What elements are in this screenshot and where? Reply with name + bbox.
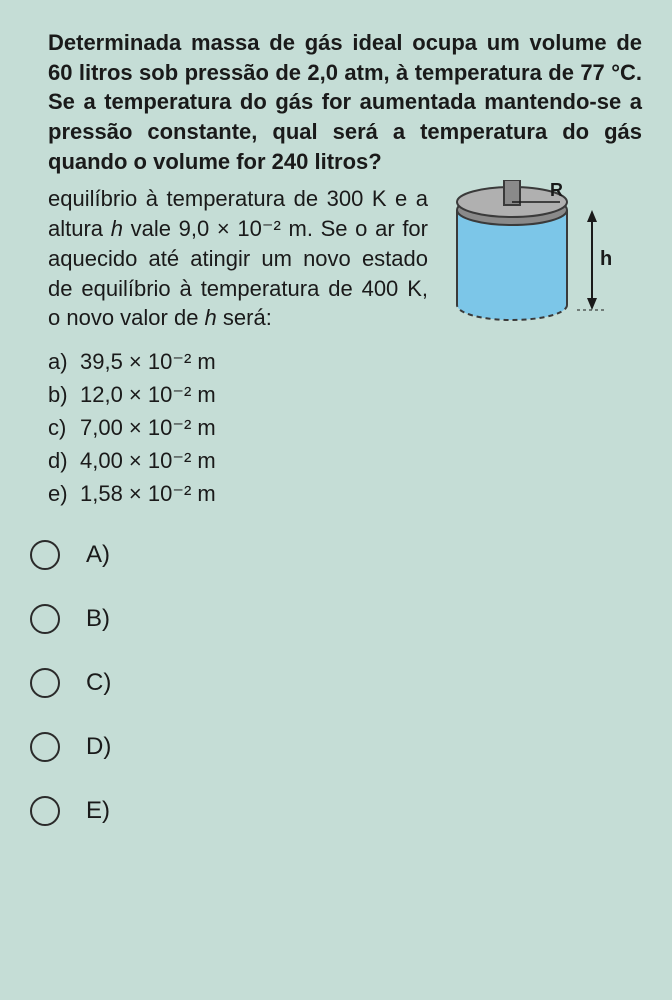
option-text: 12,0 × 10⁻² m	[80, 378, 216, 411]
option-letter: d)	[48, 444, 80, 477]
answer-label: E)	[86, 797, 110, 825]
option-letter: c)	[48, 411, 80, 444]
variable-h: h	[111, 216, 123, 241]
answer-choices: A) B) C) D) E)	[48, 540, 642, 826]
option-letter: e)	[48, 477, 80, 510]
answer-label: A)	[86, 541, 110, 569]
option-d: d) 4,00 × 10⁻² m	[48, 444, 642, 477]
cylinder-figure: R h	[432, 180, 632, 335]
radio-icon[interactable]	[30, 604, 60, 634]
problem-block-2: equilíbrio à temperatura de 300 K e a al…	[48, 184, 642, 332]
option-b: b) 12,0 × 10⁻² m	[48, 378, 642, 411]
answer-row-b[interactable]: B)	[30, 604, 642, 634]
label-R: R	[550, 180, 563, 200]
option-text: 7,00 × 10⁻² m	[80, 411, 216, 444]
options-list: a) 39,5 × 10⁻² m b) 12,0 × 10⁻² m c) 7,0…	[48, 345, 642, 510]
radio-icon[interactable]	[30, 668, 60, 698]
answer-label: D)	[86, 733, 111, 761]
variable-h-2: h	[205, 305, 217, 330]
answer-row-a[interactable]: A)	[30, 540, 642, 570]
answer-row-d[interactable]: D)	[30, 732, 642, 762]
option-c: c) 7,00 × 10⁻² m	[48, 411, 642, 444]
label-h: h	[600, 248, 612, 270]
option-e: e) 1,58 × 10⁻² m	[48, 477, 642, 510]
answer-row-e[interactable]: E)	[30, 796, 642, 826]
answer-row-c[interactable]: C)	[30, 668, 642, 698]
radio-icon[interactable]	[30, 540, 60, 570]
option-text: 39,5 × 10⁻² m	[80, 345, 216, 378]
option-letter: b)	[48, 378, 80, 411]
answer-label: C)	[86, 669, 111, 697]
answer-label: B)	[86, 605, 110, 633]
option-a: a) 39,5 × 10⁻² m	[48, 345, 642, 378]
para2-end: será:	[217, 305, 272, 330]
radio-icon[interactable]	[30, 732, 60, 762]
radio-icon[interactable]	[30, 796, 60, 826]
option-text: 4,00 × 10⁻² m	[80, 444, 216, 477]
problem-paragraph-1: Determinada massa de gás ideal ocupa um …	[48, 28, 642, 176]
option-letter: a)	[48, 345, 80, 378]
problem-paragraph-2: equilíbrio à temperatura de 300 K e a al…	[48, 184, 428, 332]
option-text: 1,58 × 10⁻² m	[80, 477, 216, 510]
